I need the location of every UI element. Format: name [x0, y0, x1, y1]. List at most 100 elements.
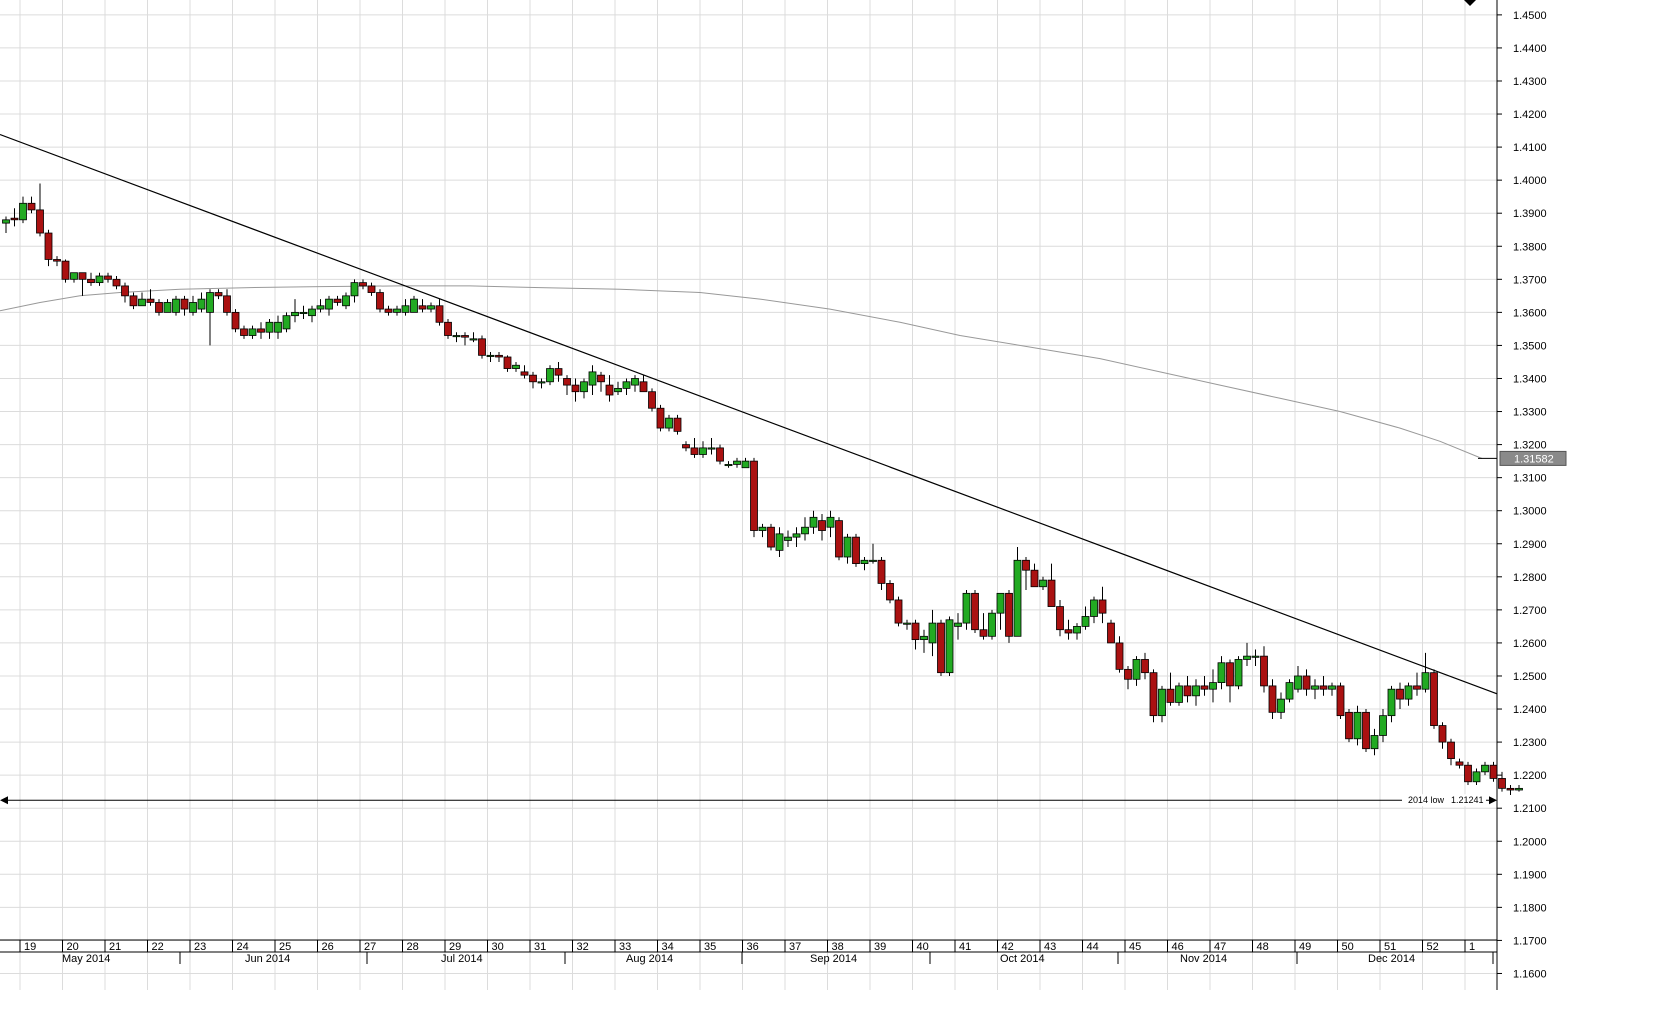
- candle-body-down: [104, 275, 112, 280]
- candle: [1090, 596, 1098, 624]
- candle-body-down: [1506, 787, 1515, 791]
- candle: [240, 325, 248, 339]
- candle-body-down: [121, 285, 129, 297]
- candle: [512, 361, 520, 372]
- candle-body-up: [733, 460, 741, 465]
- candle-body-down: [384, 308, 393, 313]
- candle-body-up: [393, 308, 401, 313]
- candle-body-up: [274, 321, 282, 333]
- candle-body-up: [95, 275, 104, 284]
- candle: [231, 309, 240, 333]
- candle-body-up: [1404, 685, 1413, 700]
- candle: [299, 305, 308, 319]
- candle-body-up: [1285, 682, 1294, 700]
- candle-body-up: [1209, 682, 1217, 690]
- candle: [775, 527, 784, 557]
- candle-body-up: [546, 368, 554, 383]
- candle-body-up: [1370, 735, 1379, 750]
- low-value-label: 1.21241: [1451, 795, 1484, 805]
- candle: [937, 619, 945, 676]
- candle-body-down: [61, 260, 70, 280]
- candle: [665, 414, 673, 432]
- candle: [197, 292, 206, 313]
- candle: [384, 305, 393, 316]
- candle: [291, 299, 299, 323]
- candle: [163, 299, 172, 313]
- candle-body-down: [911, 622, 920, 641]
- candle-body-down: [1005, 592, 1013, 637]
- candle: [1175, 682, 1183, 706]
- candle: [435, 299, 444, 326]
- y-tick-label: 1.2000: [1513, 836, 1547, 848]
- candle-body-up: [1294, 675, 1302, 690]
- month-label: Dec 2014: [1368, 953, 1415, 965]
- candle-body-up: [325, 298, 333, 310]
- y-tick-label: 1.3400: [1513, 373, 1547, 385]
- candle-body-down: [155, 302, 163, 313]
- candle-body-down: [886, 583, 894, 601]
- candle: [1353, 705, 1362, 746]
- candle: [44, 229, 53, 267]
- month-label: May 2014: [62, 953, 110, 965]
- y-tick-label: 1.3100: [1513, 473, 1547, 485]
- candle-body-down: [112, 278, 121, 287]
- candle-body-down: [979, 629, 988, 637]
- candle-body-down: [78, 272, 87, 280]
- candle-body-up: [138, 298, 146, 307]
- candle: [954, 613, 962, 640]
- candles: [2, 183, 1523, 795]
- candle: [1166, 672, 1175, 706]
- candle-body-up: [1421, 672, 1430, 690]
- candle-body-down: [180, 298, 189, 310]
- candle-body-down: [1200, 685, 1209, 690]
- candle: [877, 556, 886, 591]
- y-tick-label: 1.2300: [1513, 737, 1547, 749]
- candle: [282, 312, 291, 333]
- candle: [1447, 738, 1455, 766]
- week-label: 21: [109, 941, 121, 953]
- candle: [1481, 761, 1489, 776]
- candle-body-up: [512, 364, 520, 369]
- candle: [95, 272, 104, 286]
- month-label: Nov 2014: [1180, 953, 1227, 965]
- candle: [1464, 761, 1472, 786]
- candle: [342, 292, 350, 310]
- candle-body-up: [920, 635, 928, 641]
- candle: [1047, 563, 1056, 607]
- candle: [172, 295, 180, 316]
- candle: [546, 365, 554, 386]
- low-label-background: [1402, 794, 1486, 807]
- candle-body-up: [614, 387, 622, 393]
- candle-body-down: [146, 298, 155, 303]
- candle: [971, 590, 979, 634]
- candle: [1217, 656, 1226, 690]
- candle-body-up: [197, 298, 206, 310]
- candle: [223, 289, 231, 316]
- candle-body-up: [1328, 685, 1336, 690]
- candle-body-down: [1396, 688, 1404, 700]
- candle-body-down: [1056, 606, 1064, 631]
- candle: [1098, 586, 1107, 624]
- candle: [129, 292, 138, 310]
- y-tick-label: 1.2200: [1513, 770, 1547, 782]
- candle: [1056, 599, 1064, 637]
- candle-body-down: [639, 381, 648, 393]
- week-label: 24: [237, 941, 249, 953]
- candle: [928, 609, 937, 657]
- candle-body-up: [537, 381, 546, 384]
- candle-body-down: [877, 559, 886, 584]
- candle: [860, 556, 869, 571]
- y-tick-label: 1.3700: [1513, 274, 1547, 286]
- candle-body-up: [699, 447, 707, 455]
- candle-body-up: [988, 612, 996, 637]
- candle: [257, 322, 265, 339]
- candle-body-up: [996, 592, 1005, 614]
- candle-body-down: [1362, 711, 1370, 750]
- candle-body-up: [1515, 787, 1523, 791]
- candle-body-up: [401, 305, 410, 313]
- candle: [631, 375, 639, 392]
- candle-body-up: [1192, 685, 1200, 697]
- candle-body-down: [818, 520, 826, 531]
